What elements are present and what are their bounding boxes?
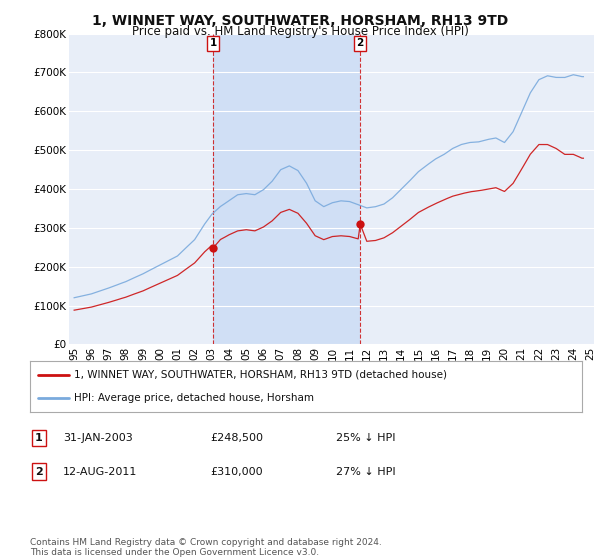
Text: 31-JAN-2003: 31-JAN-2003 bbox=[63, 433, 133, 443]
Text: 1, WINNET WAY, SOUTHWATER, HORSHAM, RH13 9TD (detached house): 1, WINNET WAY, SOUTHWATER, HORSHAM, RH13… bbox=[74, 370, 447, 380]
Text: 1: 1 bbox=[35, 433, 43, 443]
Text: HPI: Average price, detached house, Horsham: HPI: Average price, detached house, Hors… bbox=[74, 393, 314, 403]
Text: 25% ↓ HPI: 25% ↓ HPI bbox=[336, 433, 395, 443]
Text: Price paid vs. HM Land Registry's House Price Index (HPI): Price paid vs. HM Land Registry's House … bbox=[131, 25, 469, 38]
Bar bbox=[213, 34, 360, 344]
Text: 2: 2 bbox=[35, 466, 43, 477]
Text: Contains HM Land Registry data © Crown copyright and database right 2024.
This d: Contains HM Land Registry data © Crown c… bbox=[30, 538, 382, 557]
Text: £310,000: £310,000 bbox=[210, 466, 263, 477]
Text: £248,500: £248,500 bbox=[210, 433, 263, 443]
Text: 27% ↓ HPI: 27% ↓ HPI bbox=[336, 466, 395, 477]
Text: 1, WINNET WAY, SOUTHWATER, HORSHAM, RH13 9TD: 1, WINNET WAY, SOUTHWATER, HORSHAM, RH13… bbox=[92, 14, 508, 28]
Text: 2: 2 bbox=[356, 38, 364, 48]
Text: 1: 1 bbox=[209, 38, 217, 48]
Text: 12-AUG-2011: 12-AUG-2011 bbox=[63, 466, 137, 477]
